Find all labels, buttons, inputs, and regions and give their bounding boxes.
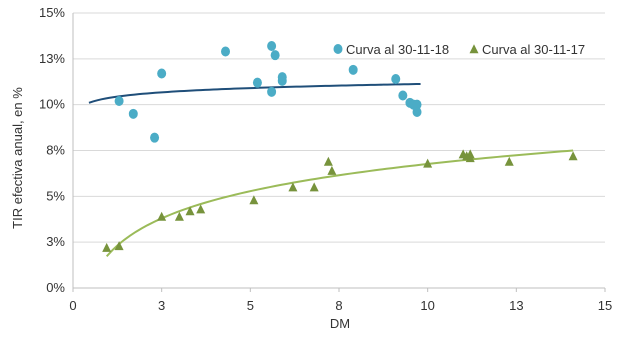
point-triangle [196,204,206,214]
point-circle [150,132,160,143]
point-triangle [504,156,514,166]
x-tick-label: 13 [509,298,523,313]
point-triangle [288,182,298,192]
point-circle [270,50,280,61]
point-circle [252,77,262,88]
x-tick-label: 15 [598,298,612,313]
x-tick-label: 3 [158,298,165,313]
y-axis-label: TIR efectiva anual, en % [10,87,25,229]
legend-label: Curva al 30-11-18 [346,42,449,57]
legend-marker [469,44,479,54]
point-circle [128,108,138,119]
point-circle [391,74,401,84]
point-triangle [114,241,124,251]
point-circle [412,99,422,110]
point-circle [412,107,422,117]
point-triangle [174,211,184,221]
point-triangle [309,182,319,192]
point-circle [267,41,277,51]
legend: Curva al 30-11-18 Curva al 30-11-17 [333,42,585,57]
point-circle [114,96,124,106]
point-circle [398,90,408,101]
point-triangle [327,165,337,175]
point-triangle [423,158,433,168]
trend-lines [88,82,574,257]
point-triangle [249,195,259,205]
point-circle [157,68,167,79]
y-tick-label: 10% [39,97,65,112]
point-triangle [323,156,333,166]
point-triangle [102,242,112,252]
point-circle [267,86,277,97]
point-triangle [185,206,195,216]
y-tick-label: 8% [46,143,65,158]
x-tick-label: 5 [247,298,254,313]
x-tick-label: 0 [69,298,76,313]
point-triangle [157,211,167,221]
gridlines [73,12,605,289]
y-tick-label: 13% [39,51,65,66]
trend-line [88,82,421,104]
point-circle [277,72,287,83]
y-axis: 0% 3% 5% 8% 10% 13% 15% [39,5,74,295]
y-tick-label: 5% [46,188,65,203]
point-circle [348,64,358,75]
legend-label: Curva al 30-11-17 [482,42,585,57]
data-points [102,41,578,252]
x-tick-label: 10 [420,298,434,313]
point-circle [221,46,231,57]
x-axis-label: DM [330,316,350,331]
x-tick-label: 8 [335,298,342,313]
legend-marker [333,44,343,54]
y-tick-label: 0% [46,280,65,295]
point-triangle [465,149,475,159]
x-axis: 0 3 5 8 10 13 15 [69,288,612,313]
trend-line [105,149,574,257]
y-tick-label: 3% [46,234,65,249]
point-triangle [568,151,578,161]
y-tick-label: 15% [39,5,65,20]
